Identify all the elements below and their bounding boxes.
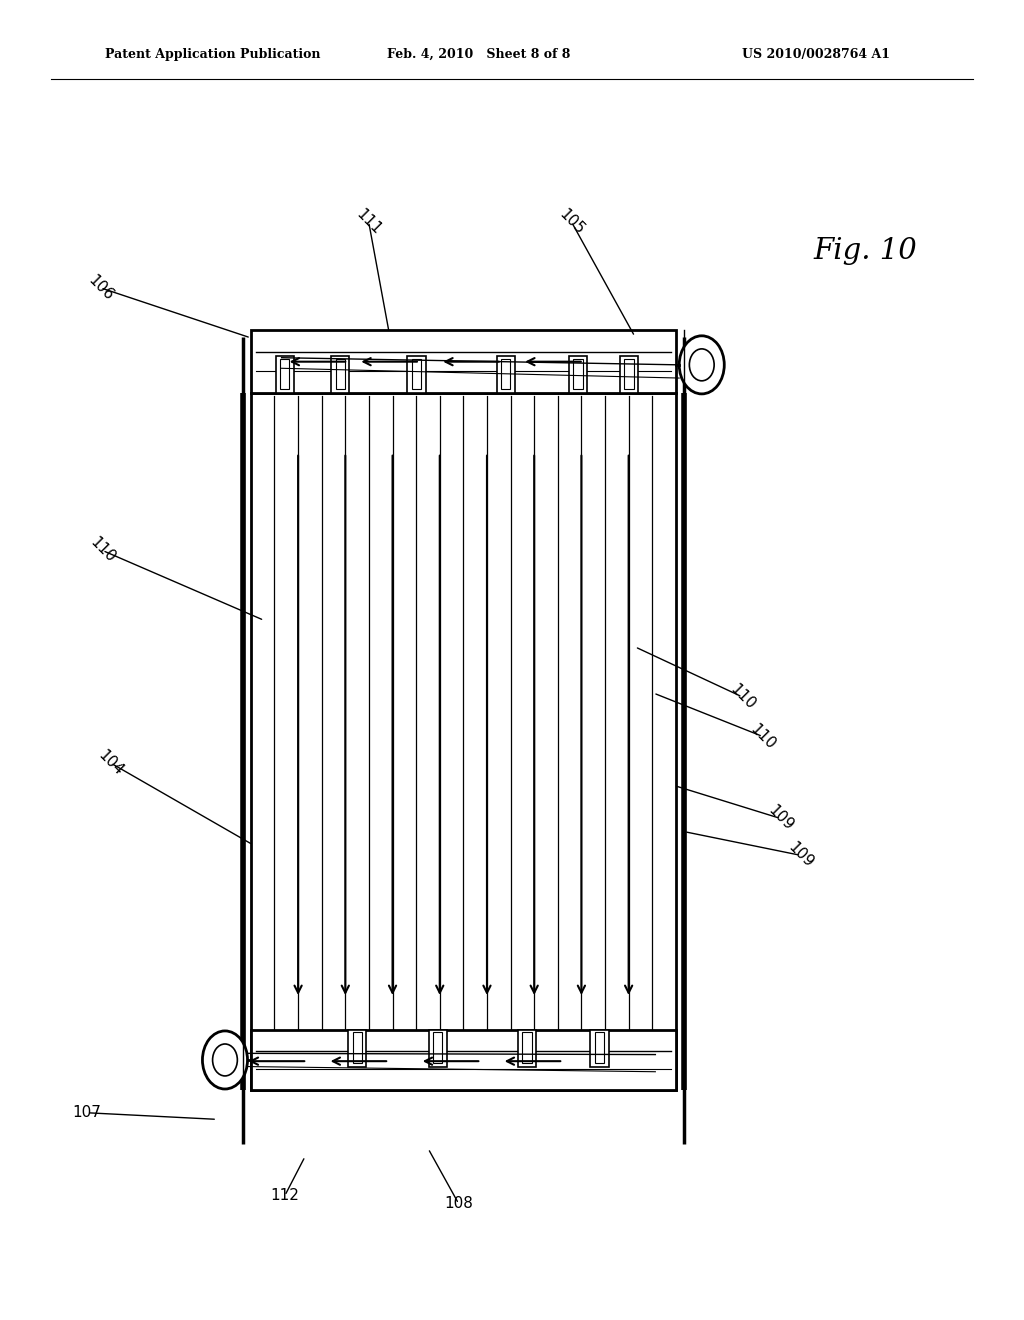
Bar — [251, 330, 676, 393]
Circle shape — [689, 348, 714, 380]
Bar — [352, 1032, 361, 1063]
Text: 105: 105 — [556, 206, 587, 238]
Text: Fig. 10: Fig. 10 — [813, 236, 918, 265]
Bar — [502, 359, 510, 389]
Bar — [590, 1030, 608, 1067]
Circle shape — [679, 335, 724, 393]
Bar — [251, 393, 676, 1090]
Circle shape — [203, 1031, 248, 1089]
Bar — [412, 359, 421, 389]
Text: 112: 112 — [270, 1188, 299, 1204]
Text: 108: 108 — [444, 1196, 473, 1212]
Bar — [625, 359, 634, 389]
Bar — [497, 356, 515, 393]
Text: 107: 107 — [73, 1105, 101, 1121]
Bar — [251, 1030, 676, 1090]
Bar — [620, 356, 638, 393]
Text: Patent Application Publication: Patent Application Publication — [105, 48, 321, 61]
Bar — [522, 1032, 531, 1063]
Circle shape — [213, 1044, 238, 1076]
Bar — [595, 1032, 604, 1063]
Text: 110: 110 — [727, 681, 758, 713]
Text: 111: 111 — [353, 206, 384, 238]
Bar — [281, 359, 290, 389]
Text: 106: 106 — [85, 272, 116, 304]
Text: 109: 109 — [785, 840, 816, 871]
Bar — [331, 356, 349, 393]
Bar — [573, 359, 583, 389]
Bar — [275, 356, 294, 393]
Bar — [336, 359, 345, 389]
Bar — [408, 356, 426, 393]
Bar — [518, 1030, 537, 1067]
Text: 110: 110 — [87, 535, 118, 566]
Bar — [429, 1030, 447, 1067]
Text: US 2010/0028764 A1: US 2010/0028764 A1 — [742, 48, 891, 61]
Bar — [348, 1030, 367, 1067]
Bar — [569, 356, 588, 393]
Text: 110: 110 — [748, 721, 778, 752]
Text: 109: 109 — [765, 803, 796, 834]
Text: 104: 104 — [95, 747, 126, 779]
Bar — [433, 1032, 442, 1063]
Text: Feb. 4, 2010   Sheet 8 of 8: Feb. 4, 2010 Sheet 8 of 8 — [387, 48, 570, 61]
